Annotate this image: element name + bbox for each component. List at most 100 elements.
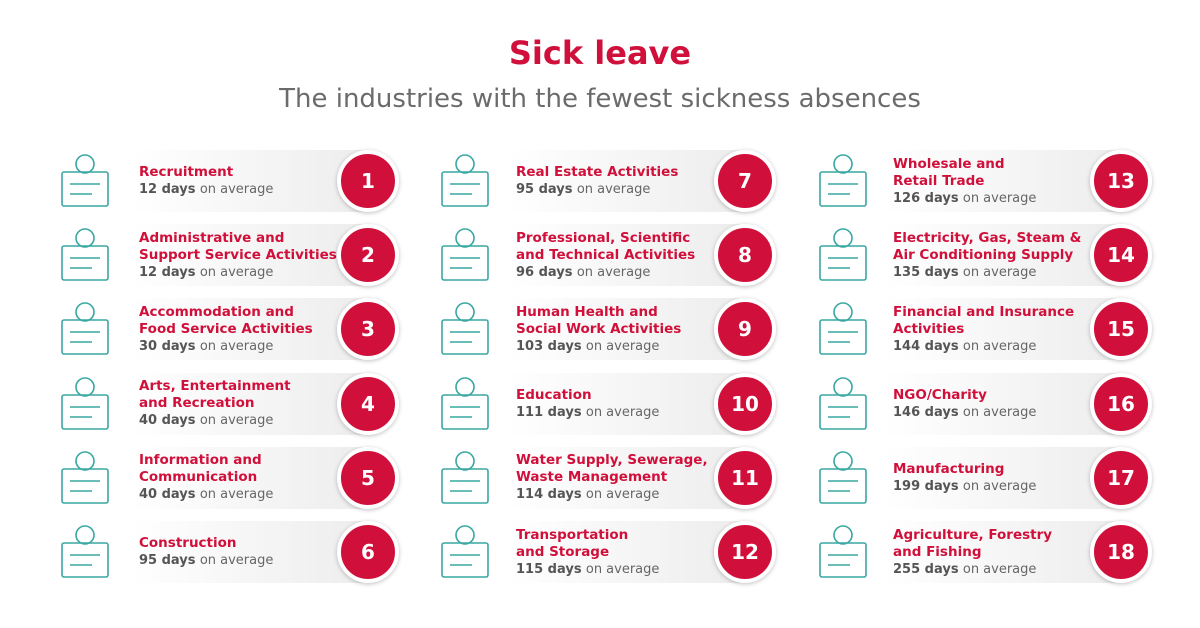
days-note: on average	[585, 561, 660, 577]
item-text: Recruitment 12 days on average	[139, 164, 273, 198]
days-line: 115 days on average	[516, 561, 659, 578]
days: 255 days	[893, 561, 959, 577]
days: 95 days	[139, 553, 196, 568]
rank-badge: 9	[714, 298, 776, 361]
rank-badge: 2	[337, 224, 399, 287]
days-line: 95 days on average	[139, 552, 273, 569]
days-note: on average	[199, 553, 274, 568]
days-line: 40 days on average	[139, 412, 291, 429]
industry-name: and Recreation	[139, 395, 255, 412]
days: 40 days	[139, 487, 196, 503]
days: 95 days	[516, 182, 573, 197]
industry-name: Water Supply, Sewerage,	[516, 452, 708, 469]
industry-name: Real Estate Activities	[516, 164, 679, 180]
industry-name: Retail Trade	[893, 172, 985, 189]
days-note: on average	[576, 182, 651, 197]
days: 199 days	[893, 478, 959, 494]
item-text: Manufacturing 199 days on average	[893, 461, 1036, 495]
industry-name: Financial and Insurance	[893, 303, 1075, 320]
industry-name: Air Conditioning Supply	[893, 246, 1074, 263]
days-line: 135 days on average	[893, 264, 1081, 281]
item-text: Education 111 days on average	[516, 387, 659, 421]
days-note: on average	[962, 561, 1037, 577]
days-line: 96 days on average	[516, 264, 695, 281]
industry-name: and Fishing	[893, 543, 982, 560]
days-line: 111 days on average	[516, 404, 659, 421]
days-note: on average	[199, 487, 274, 503]
days-line: 146 days on average	[893, 404, 1036, 421]
industry-icon	[61, 228, 109, 281]
industry-name: Food Service Activities	[139, 320, 313, 337]
industry-name: Administrative and	[139, 229, 285, 246]
industry-name: Wholesale and	[893, 155, 1005, 172]
days: 135 days	[893, 264, 959, 280]
rank-badge: 15	[1090, 298, 1152, 361]
industry-icon	[819, 376, 867, 430]
industry-icon	[61, 525, 109, 578]
item-text: Arts, Entertainment and Recreation 40 days…	[139, 378, 291, 429]
industry-icon	[61, 302, 109, 356]
rank-badge: 14	[1090, 224, 1152, 287]
days: 30 days	[139, 338, 196, 354]
days-note: on average	[199, 338, 274, 354]
days-line: 255 days on average	[893, 561, 1052, 578]
days-line: 199 days on average	[893, 478, 1036, 495]
industry-name: Education	[516, 386, 592, 403]
industry-name: Waste Management	[516, 469, 668, 486]
item-text: Construction 95 days on average	[139, 535, 273, 569]
industry-icon	[441, 450, 489, 504]
rank-badge: 8	[714, 224, 776, 287]
rank-badge: 12	[714, 521, 776, 583]
days-line: 12 days on average	[139, 181, 273, 198]
industry-icon	[819, 302, 867, 356]
industry-name: Communication	[139, 469, 258, 486]
rank-badge: 11	[714, 446, 776, 509]
rank-badge: 13	[1090, 150, 1152, 212]
days-note: on average	[199, 413, 274, 429]
days-note: on average	[585, 338, 660, 354]
days: 146 days	[893, 404, 959, 420]
industry-name: Social Work Activities	[516, 320, 682, 337]
rank-badge: 16	[1090, 372, 1152, 435]
days: 144 days	[893, 338, 959, 354]
industry-icon	[441, 525, 489, 578]
industry-icon	[441, 228, 489, 281]
industry-name: Information and	[139, 452, 262, 469]
industry-name: Electricity, Gas, Steam &	[893, 229, 1082, 246]
days: 40 days	[139, 413, 196, 429]
industry-icon	[441, 154, 489, 207]
subtitle: The industries with the fewest sickness …	[279, 84, 921, 114]
industry-name: Support Service Activities	[139, 246, 337, 263]
rank-badge: 7	[714, 150, 776, 212]
item-text: Agriculture, Forestry and Fishing 255 days…	[893, 527, 1052, 578]
item-text: Electricity, Gas, Steam & Air Conditionin…	[893, 230, 1081, 281]
item-text: Professional, Scientific and Technical Ac…	[516, 230, 695, 281]
industry-icon	[819, 450, 867, 504]
rank-badge: 6	[337, 521, 399, 583]
industry-name: Manufacturing	[893, 460, 1005, 477]
industry-icon	[819, 154, 867, 207]
days-note: on average	[962, 264, 1037, 280]
industry-name: NGO/Charity	[893, 386, 987, 403]
item-text: Real Estate Activities 95 days on average	[516, 164, 678, 198]
days-note: on average	[585, 487, 660, 503]
days-line: 95 days on average	[516, 181, 678, 198]
days-line: 144 days on average	[893, 338, 1074, 355]
days-note: on average	[199, 182, 274, 197]
item-text: Transportation and Storage 115 days on ave…	[516, 527, 659, 578]
industry-icon	[819, 228, 867, 281]
days: 96 days	[516, 264, 573, 280]
industry-icon	[61, 450, 109, 504]
days-line: 126 days on average	[893, 190, 1036, 207]
item-text: Administrative and Support Service Activi…	[139, 230, 337, 281]
days-note: on average	[962, 404, 1037, 420]
industry-name: and Storage	[516, 543, 610, 560]
days-line: 40 days on average	[139, 486, 273, 503]
industry-icon	[61, 376, 109, 430]
industry-name: Professional, Scientific	[516, 229, 691, 246]
days-line: 30 days on average	[139, 338, 313, 355]
industry-icon	[441, 376, 489, 430]
title: Sick leave	[508, 34, 692, 72]
days: 114 days	[516, 487, 582, 503]
